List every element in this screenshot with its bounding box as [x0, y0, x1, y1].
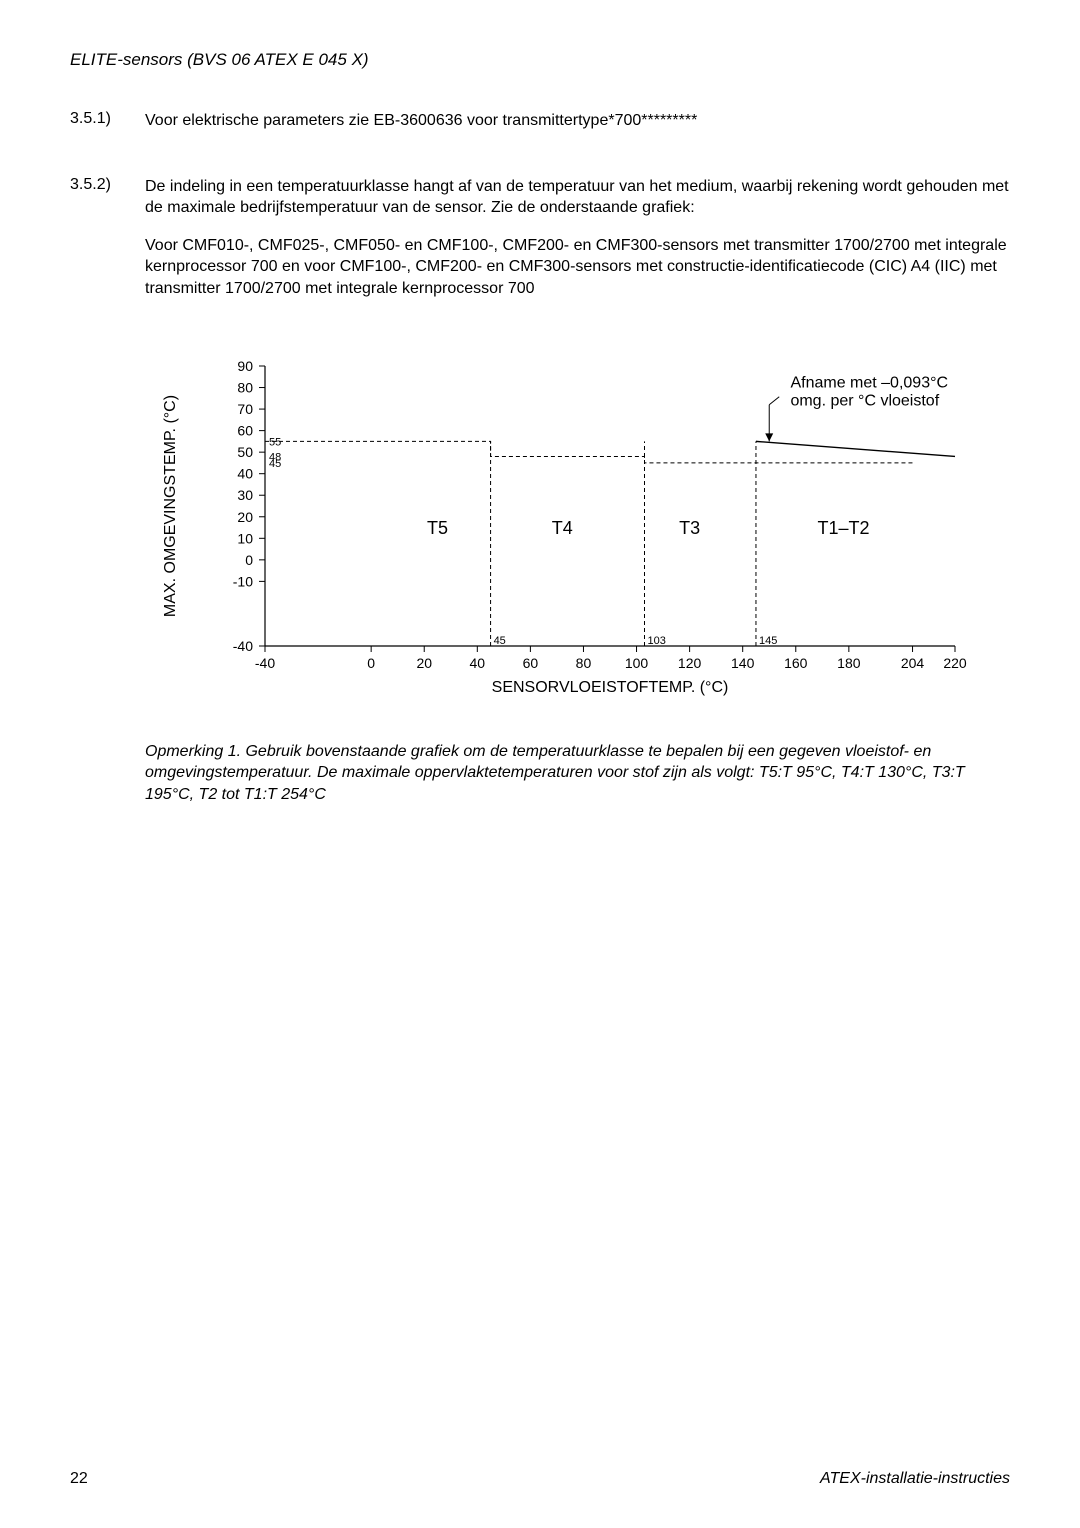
svg-text:120: 120 [678, 655, 702, 671]
svg-text:20: 20 [237, 508, 253, 524]
svg-text:-10: -10 [233, 573, 253, 589]
svg-text:55: 55 [269, 436, 281, 448]
svg-text:20: 20 [416, 655, 432, 671]
svg-text:T4: T4 [552, 518, 573, 538]
svg-text:80: 80 [237, 379, 253, 395]
svg-text:50: 50 [237, 444, 253, 460]
section-body: Voor elektrische parameters zie EB-36006… [145, 110, 1010, 148]
svg-text:80: 80 [576, 655, 592, 671]
chart-container: -40-100102030405060708090554845-40020406… [145, 346, 1010, 721]
paragraph: Voor CMF010-, CMF025-, CMF050- en CMF100… [145, 235, 1010, 300]
svg-text:Afname met –0,093°C: Afname met –0,093°C [790, 374, 948, 391]
svg-text:60: 60 [523, 655, 539, 671]
svg-text:40: 40 [470, 655, 486, 671]
paragraph: De indeling in een temperatuurklasse han… [145, 176, 1010, 219]
svg-text:204: 204 [901, 655, 925, 671]
svg-text:-40: -40 [233, 638, 253, 654]
svg-text:60: 60 [237, 422, 253, 438]
svg-text:70: 70 [237, 401, 253, 417]
section: 3.5.2)De indeling in een temperatuurklas… [70, 176, 1010, 316]
svg-text:T5: T5 [427, 518, 448, 538]
svg-text:0: 0 [245, 551, 253, 567]
svg-text:30: 30 [237, 487, 253, 503]
svg-text:103: 103 [648, 635, 666, 647]
svg-text:220: 220 [943, 655, 967, 671]
svg-text:145: 145 [759, 635, 777, 647]
svg-text:0: 0 [367, 655, 375, 671]
svg-text:omg. per °C vloeistof: omg. per °C vloeistof [790, 392, 939, 409]
temperature-chart: -40-100102030405060708090554845-40020406… [145, 346, 985, 716]
section-number: 3.5.2) [70, 176, 145, 316]
svg-text:10: 10 [237, 530, 253, 546]
svg-text:140: 140 [731, 655, 755, 671]
svg-text:SENSORVLOEISTOFTEMP. (°C): SENSORVLOEISTOFTEMP. (°C) [492, 679, 729, 696]
section: 3.5.1)Voor elektrische parameters zie EB… [70, 110, 1010, 148]
paragraph: Voor elektrische parameters zie EB-36006… [145, 110, 1010, 132]
svg-text:100: 100 [625, 655, 649, 671]
svg-text:T3: T3 [679, 518, 700, 538]
page-footer: 22 ATEX-installatie-instructies [70, 1470, 1010, 1488]
section-body: De indeling in een temperatuurklasse han… [145, 176, 1010, 316]
svg-text:45: 45 [269, 457, 281, 469]
svg-text:160: 160 [784, 655, 808, 671]
chart-caption: Opmerking 1. Gebruik bovenstaande grafie… [145, 741, 1010, 806]
svg-text:T1–T2: T1–T2 [818, 518, 870, 538]
svg-text:180: 180 [837, 655, 861, 671]
svg-text:90: 90 [237, 358, 253, 374]
section-number: 3.5.1) [70, 110, 145, 148]
svg-text:40: 40 [237, 465, 253, 481]
svg-text:MAX. OMGEVINGSTEMP. (°C): MAX. OMGEVINGSTEMP. (°C) [162, 395, 179, 617]
page-header-title: ELITE-sensors (BVS 06 ATEX E 045 X) [70, 50, 1010, 70]
page-number: 22 [70, 1470, 88, 1488]
svg-text:-40: -40 [255, 655, 275, 671]
footer-doc-title: ATEX-installatie-instructies [820, 1470, 1010, 1488]
svg-text:45: 45 [494, 635, 506, 647]
